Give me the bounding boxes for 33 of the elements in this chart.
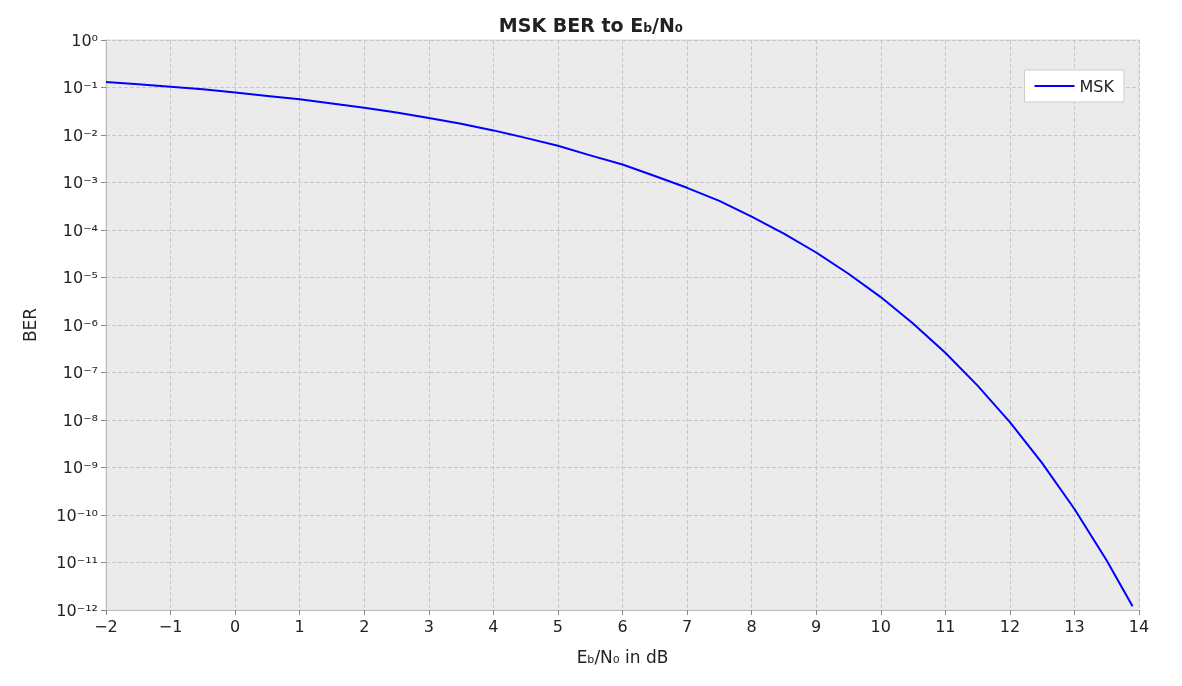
y-tick-label: 10⁻³	[62, 173, 98, 192]
x-axis-title: Eb/N₀ in dB	[576, 646, 669, 667]
x-tick-label: 1	[294, 616, 305, 636]
y-tick-label: 10⁻²	[62, 125, 98, 145]
y-tick-label: 10⁻⁹	[62, 458, 98, 477]
legend-label: MSK	[1079, 76, 1115, 96]
y-tick-label: 10⁻⁶	[62, 315, 98, 335]
y-tick-label: 10⁻¹¹	[56, 553, 98, 572]
x-tick-label: 14	[1128, 616, 1150, 636]
y-tick-label: 10⁻⁴	[62, 220, 98, 240]
x-tick-label: 4	[488, 616, 499, 636]
x-tick-label: 3	[423, 616, 434, 636]
x-tick-label: 6	[617, 616, 628, 636]
chart-title: MSK BER to Eb/N₀	[498, 13, 684, 36]
x-tick-label: 8	[746, 616, 757, 636]
x-tick-label: 7	[681, 616, 693, 636]
y-axis-title: BER	[19, 307, 40, 343]
y-tick-label: 10⁻⁷	[62, 363, 98, 382]
y-tick-label: 10⁻⁵	[62, 268, 98, 287]
x-tick-label: 11	[935, 616, 956, 636]
x-tick-label: −1	[158, 616, 183, 636]
x-tick-label: 9	[811, 616, 822, 636]
x-tick-label: 10	[870, 616, 891, 636]
x-tick-label: 12	[999, 616, 1021, 636]
y-tick-label: 10⁻⁸	[62, 410, 98, 430]
x-tick-label: 2	[359, 616, 370, 636]
x-tick-label: 5	[552, 616, 564, 636]
y-tick-label: 10⁻¹	[62, 78, 98, 97]
x-tick-label: 0	[230, 616, 241, 636]
y-tick-label: 10⁻¹⁰	[56, 505, 98, 525]
y-tick-label: 10⁰	[71, 30, 98, 50]
x-tick-label: 13	[1064, 616, 1085, 636]
line-series	[105, 80, 1134, 608]
